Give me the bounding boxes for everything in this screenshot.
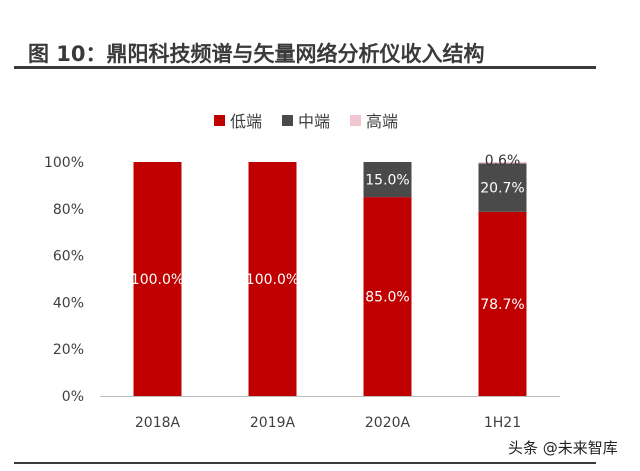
- legend-label-low: 低端: [230, 112, 263, 131]
- x-tick-label: 2020A: [365, 415, 411, 431]
- x-tick-label: 2018A: [135, 415, 181, 431]
- y-tick-label: 0%: [62, 389, 84, 405]
- bar-data-label: 78.7%: [480, 297, 524, 313]
- bar-data-label: 100.0%: [246, 272, 299, 288]
- bar-segment: [133, 162, 182, 396]
- bar-segment: [363, 197, 412, 396]
- bar-segment: [478, 163, 527, 212]
- bar-segment: [363, 162, 412, 198]
- bar-data-label: 15.0%: [365, 173, 409, 189]
- x-tick-label: 1H21: [484, 415, 521, 431]
- legend-swatch-low: [214, 114, 225, 126]
- bar-data-label: 20.7%: [480, 181, 524, 197]
- bar-segment: [478, 162, 527, 164]
- watermark: 头条 @未来智库: [508, 439, 618, 457]
- bar-data-label: 0.6%: [485, 153, 521, 169]
- title-divider: [14, 66, 596, 69]
- chart-legend: 低端 中端 高端: [214, 108, 398, 132]
- bottom-divider: [14, 462, 596, 464]
- y-tick-label: 60%: [53, 249, 84, 265]
- bar-segment: [248, 162, 297, 396]
- bar-segment: [478, 211, 527, 396]
- y-tick-label: 80%: [53, 202, 84, 218]
- bar-data-label: 100.0%: [131, 272, 184, 288]
- y-tick-label: 20%: [53, 342, 84, 358]
- legend-swatch-mid: [282, 114, 294, 126]
- legend-item-mid: 中端: [282, 108, 330, 132]
- legend-item-high: 高端: [350, 108, 398, 132]
- legend-item-low: 低端: [214, 108, 262, 132]
- bar-data-label: 85.0%: [365, 290, 409, 306]
- y-tick-label: 40%: [53, 295, 84, 311]
- y-tick-label: 100%: [44, 155, 84, 171]
- legend-label-mid: 中端: [298, 112, 331, 131]
- legend-label-high: 高端: [366, 112, 399, 131]
- legend-swatch-high: [350, 114, 362, 126]
- x-tick-label: 2019A: [250, 415, 296, 431]
- figure-title: 图 10：鼎阳科技频谱与矢量网络分析仪收入结构: [28, 42, 485, 66]
